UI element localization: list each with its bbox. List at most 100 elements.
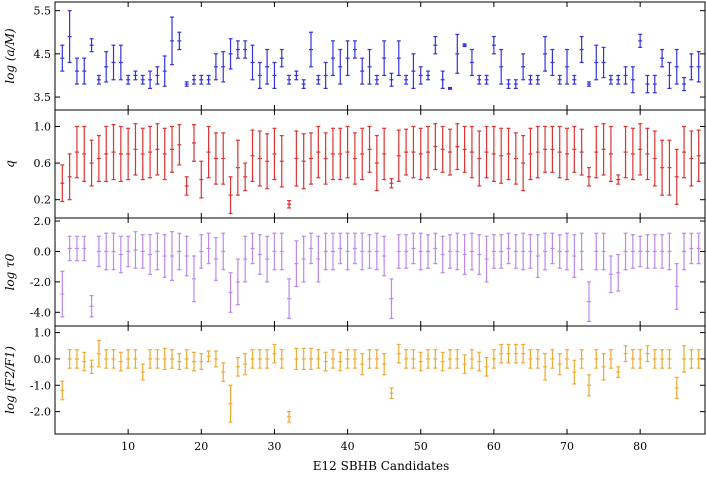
data-point [257,61,262,90]
data-point [140,74,145,85]
panel-frame [54,1,706,111]
data-point [491,125,496,182]
data-point [696,129,701,182]
data-point [506,127,511,181]
data-point [338,48,343,85]
data-point [418,127,423,181]
data-point [411,125,416,179]
data-point [660,234,665,269]
data-point [579,35,584,64]
y-tick-label: -2.0 [30,276,51,289]
data-point [696,349,701,369]
data-point [360,353,365,376]
data-point [616,74,621,85]
y-tick-label: 1.0 [34,327,52,340]
panel-frame [54,217,706,327]
data-point [608,74,613,85]
data-point [265,48,270,85]
data-point [265,235,270,283]
data-point [294,347,299,371]
data-point [660,349,665,369]
data-point [638,349,643,369]
data-point [411,232,416,265]
data-point [338,351,343,372]
data-point [330,127,335,181]
data-point [521,53,526,81]
data-point [440,351,445,372]
data-point [506,79,511,90]
data-point [294,240,299,288]
data-point [667,139,672,196]
data-point [279,232,284,271]
data-point [213,132,218,185]
data-point [462,43,467,48]
data-point [652,234,657,269]
data-point [140,363,145,381]
data-point [235,139,240,196]
data-point [674,148,679,205]
data-point [177,353,182,371]
data-point [118,125,123,182]
x-tick-label: 50 [414,440,428,453]
data-point [513,234,518,269]
data-point [469,48,474,77]
data-point [60,380,65,401]
panel-4: 1.0 0.0 -1.0 -2.0 log (F2/F1) [3,325,706,435]
data-point [594,349,599,369]
data-point [257,349,262,369]
data-point [586,81,591,87]
data-point [191,124,196,162]
data-point [140,127,145,181]
data-point [118,44,123,81]
data-point [440,125,445,173]
data-point [316,349,321,369]
data-point [140,234,145,269]
data-point [652,349,657,369]
data-point [396,40,401,77]
data-point [491,234,496,269]
data-point [323,232,328,271]
data-point [484,357,489,377]
data-point [374,74,379,85]
data-point [279,349,284,369]
panel-frame [54,325,706,435]
data-point [338,127,343,181]
data-point [426,70,431,81]
y-tick-label: 0.2 [34,194,52,207]
data-point [243,162,248,192]
y-axis-label: log (F2/F1) [3,346,17,414]
data-point [433,35,438,55]
data-point [96,339,101,368]
data-point [228,176,233,215]
data-point [184,176,189,196]
data-point [440,235,445,274]
data-point [404,349,409,369]
data-point [89,38,94,53]
data-point [513,132,518,185]
data-point [535,74,540,85]
data-point [345,125,350,179]
x-axis-label: E12 SBHB Candidates [313,459,449,473]
data-point [272,343,277,364]
x-tick-label: 40 [341,440,355,453]
data-point [155,123,160,176]
data-point [148,70,153,90]
data-point [162,55,167,87]
data-point [616,174,621,185]
data-point [323,61,328,90]
data-point [272,127,277,181]
data-point [477,130,482,187]
data-point [543,353,548,381]
data-point [572,125,577,173]
data-point [601,46,606,79]
data-point [382,127,387,181]
panel-3: 2.0 0.0 -2.0 -4.0 log τ0 [3,215,706,327]
data-point [111,349,116,369]
data-point [550,125,555,173]
data-point [96,135,101,182]
data-point [447,86,452,90]
data-point [191,74,196,85]
data-point [447,234,452,269]
data-point [206,74,211,85]
y-tick-label: -4.0 [30,306,51,319]
